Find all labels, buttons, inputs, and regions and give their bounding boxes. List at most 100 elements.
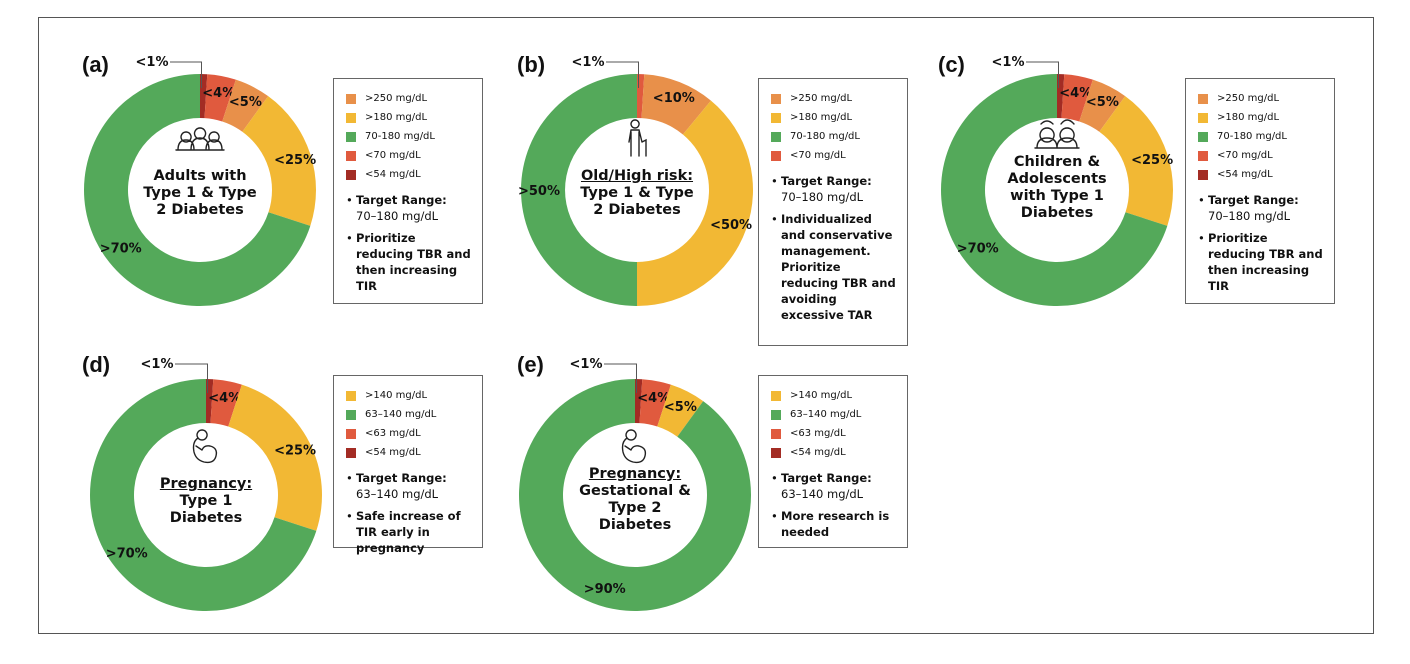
legend-swatch [346, 150, 356, 161]
slice-label: <1% [570, 357, 603, 372]
panel-label: (c) [938, 52, 965, 77]
note-heading: Target Range: [781, 174, 872, 188]
callout-line [606, 61, 639, 88]
notes-list: • Target Range: 70–180 mg/dL • Prioritize re… [1198, 192, 1324, 294]
center-title-line: Gestational & [579, 483, 691, 499]
note-item: • Prioritize reducing TBR and then increa… [1198, 231, 1323, 293]
legend-item: <70 mg/dL [346, 146, 472, 165]
notes-list: • Target Range: 63–140 mg/dL • Safe increase… [346, 470, 472, 556]
center-title-line: Pregnancy: [588, 466, 682, 482]
note-heading: More research is needed [781, 509, 890, 539]
panel-label: (b) [517, 52, 546, 77]
note-heading: Prioritize reducing TBR and then increas… [1208, 231, 1323, 293]
note-heading: Target Range: [781, 471, 872, 485]
legend-label: >180 mg/dL [790, 112, 853, 123]
donut-slice [657, 384, 704, 437]
note-item: • Target Range: 70–180 mg/dL [771, 174, 872, 204]
elderly-person-cane-icon [628, 119, 647, 157]
note-item: • Target Range: 63–140 mg/dL [346, 471, 447, 501]
donut-slice [204, 74, 236, 122]
legend-item: >180 mg/dL [771, 108, 897, 127]
note-text: 70–180 mg/dL [1208, 209, 1291, 223]
pregnancy-icon [192, 429, 218, 464]
center-title-line: Type 1 [179, 493, 233, 509]
legend-item: <63 mg/dL [771, 424, 897, 443]
center-title-line: Children & [1013, 154, 1101, 170]
legend-label: 70-180 mg/dL [790, 131, 860, 142]
slice-label: <50% [710, 218, 752, 233]
legend-item: <54 mg/dL [346, 165, 472, 184]
legend-swatch [771, 93, 781, 104]
legend-item: 63–140 mg/dL [346, 405, 472, 424]
legend-swatch [346, 112, 356, 123]
group-people-icon [175, 127, 225, 151]
note-item: • Safe increase of TIR early in pregnancy [346, 509, 461, 555]
legend-swatch [771, 150, 781, 161]
legend-label: >140 mg/dL [365, 390, 428, 401]
legend-item: >250 mg/dL [1198, 89, 1324, 108]
donut-slice [1061, 74, 1093, 122]
legend-label: <63 mg/dL [790, 428, 846, 439]
pregnancy-icon [621, 429, 647, 464]
legend-item: >180 mg/dL [346, 108, 472, 127]
note-heading: Prioritize reducing TBR and then increas… [356, 231, 471, 293]
children-icon [1034, 119, 1080, 149]
center-title-line: 2 Diabetes [156, 202, 244, 218]
legend-item: 70-180 mg/dL [1198, 127, 1324, 146]
slice-label: <1% [572, 55, 605, 70]
legend-label: <70 mg/dL [1217, 150, 1273, 161]
donut-slice [940, 74, 1168, 306]
legend-swatch [771, 428, 781, 439]
note-heading: Safe increase of TIR early in pregnancy [356, 509, 461, 555]
center-title: Pregnancy: Type 1 Diabetes [141, 476, 271, 527]
center-title-line: Pregnancy: [159, 476, 253, 492]
note-heading: Target Range: [356, 471, 447, 485]
legend-item: <54 mg/dL [771, 443, 897, 462]
legend-box: >250 mg/dL >180 mg/dL 70-180 mg/dL <70 mg/d… [333, 78, 483, 304]
donut-slice [639, 379, 671, 427]
legend-item: <70 mg/dL [771, 146, 897, 165]
legend-item: >180 mg/dL [1198, 108, 1324, 127]
legend-label: >250 mg/dL [365, 93, 428, 104]
slice-label: <4% [208, 391, 241, 406]
legend-item: 63–140 mg/dL [771, 405, 897, 424]
center-title-line: Diabetes [1020, 205, 1094, 221]
center-title-line: with Type 1 [1010, 188, 1104, 204]
note-item: • Target Range: 70–180 mg/dL [346, 193, 447, 223]
slice-label: >70% [957, 242, 999, 257]
note-text: 70–180 mg/dL [356, 209, 439, 223]
note-item: • More research is needed [771, 509, 890, 539]
donut-slice [228, 384, 322, 531]
legend-item: <54 mg/dL [346, 443, 472, 462]
legend-swatch [771, 131, 781, 142]
note-heading: Target Range: [356, 193, 447, 207]
legend-box: >250 mg/dL >180 mg/dL 70-180 mg/dL <70 mg/d… [1185, 78, 1335, 304]
donut-slice [637, 100, 753, 307]
center-title-line: Type 1 & Type [143, 185, 257, 201]
legend-swatch [771, 409, 781, 420]
donut-slice [84, 74, 311, 307]
center-title-line: Old/High risk: [580, 168, 694, 184]
center-title: Old/High risk: Type 1 & Type 2 Diabetes [572, 168, 702, 219]
donut-slice [242, 96, 316, 226]
note-item: • Prioritize reducing TBR and then increa… [346, 231, 471, 293]
callout-line [170, 61, 202, 88]
legend-label: 63–140 mg/dL [365, 409, 437, 420]
legend-swatch [346, 131, 356, 142]
slice-label: <25% [1131, 153, 1173, 168]
note-heading: Target Range: [1208, 193, 1299, 207]
callout-line [1026, 61, 1059, 88]
legend-box: >140 mg/dL 63–140 mg/dL <63 mg/dL <54 mg/dL… [333, 375, 483, 555]
callout-line [604, 363, 637, 393]
donut-slice [521, 74, 637, 306]
center-title-line: Diabetes [598, 517, 672, 533]
donut-slice [1079, 79, 1126, 132]
legend-swatch [771, 447, 781, 458]
notes-list: • Target Range: 70–180 mg/dL • Individualize… [771, 173, 897, 323]
panel-label: (a) [82, 52, 109, 77]
note-item: • Target Range: 70–180 mg/dL [1198, 193, 1299, 223]
note-item: • Individualized and conservative managem… [771, 212, 896, 322]
